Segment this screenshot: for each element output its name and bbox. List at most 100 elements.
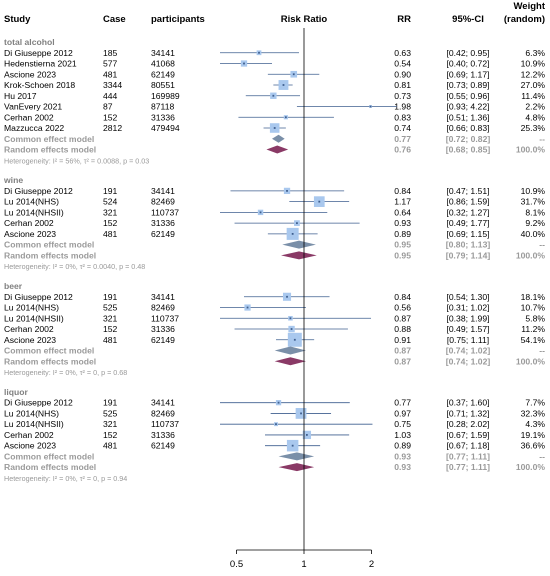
study-ci: [0.69; 1.17] <box>446 69 489 79</box>
study-participants: 41068 <box>151 59 175 69</box>
study-weight: 11.4% <box>521 91 545 101</box>
study-weight: 6.3% <box>525 48 545 58</box>
study-cases: 444 <box>103 91 118 101</box>
heterogeneity-label: Heterogeneity: I² = 0%, τ² = 0, p = 0.68 <box>4 368 127 377</box>
point-estimate <box>318 200 321 203</box>
study-label: Di Giuseppe 2012 <box>4 292 73 302</box>
study-cases: 191 <box>103 292 118 302</box>
study-label: Ascione 2023 <box>4 69 56 79</box>
study-participants: 34141 <box>151 186 175 196</box>
point-estimate <box>258 51 260 54</box>
point-estimate <box>291 232 294 235</box>
point-estimate <box>246 306 249 309</box>
common-effect-rr: 0.95 <box>394 240 411 250</box>
study-label: Mazzucca 2022 <box>4 123 64 133</box>
common-effect-label: Common effect model <box>4 451 94 461</box>
study-weight: 10.7% <box>521 303 546 313</box>
header-rr: RR <box>397 14 411 25</box>
header-risk-ratio: Risk Ratio <box>281 14 328 25</box>
random-effects-diamond <box>281 251 317 260</box>
study-ci: [0.66; 0.83] <box>446 123 489 133</box>
point-estimate <box>275 423 277 426</box>
point-estimate <box>286 189 288 192</box>
common-effect-weight: -- <box>539 134 545 144</box>
group-label: liquor <box>4 387 29 397</box>
group-label: total alcohol <box>4 37 55 47</box>
study-weight: 12.2% <box>521 69 546 79</box>
study-weight: 2.2% <box>525 102 545 112</box>
study-label: Cerhan 2002 <box>4 430 54 440</box>
point-estimate <box>289 317 292 320</box>
study-weight: 36.6% <box>521 441 546 451</box>
random-effects-rr: 0.87 <box>394 356 411 366</box>
study-cases: 191 <box>103 186 118 196</box>
point-estimate <box>259 211 262 214</box>
study-rr: 0.83 <box>394 112 411 122</box>
study-participants: 110737 <box>151 207 179 217</box>
study-participants: 110737 <box>151 313 179 323</box>
study-rr: 1.98 <box>394 102 411 112</box>
study-ci: [0.40; 0.72] <box>446 59 489 69</box>
study-weight: 5.8% <box>525 313 545 323</box>
study-rr: 0.91 <box>394 335 411 345</box>
study-rr: 0.56 <box>394 303 411 313</box>
common-effect-diamond <box>282 240 316 249</box>
study-participants: 82469 <box>151 408 175 418</box>
study-label: Ascione 2023 <box>4 441 56 451</box>
study-participants: 62149 <box>151 441 175 451</box>
study-ci: [0.49; 1.77] <box>446 218 489 228</box>
study-weight: 27.0% <box>521 80 546 90</box>
study-ci: [0.71; 1.32] <box>446 408 489 418</box>
study-participants: 62149 <box>151 335 175 345</box>
common-effect-ci: [0.77; 1.11] <box>446 451 490 461</box>
random-effects-ci: [0.68; 0.85] <box>446 145 491 155</box>
random-effects-label: Random effects model <box>4 250 96 260</box>
common-effect-diamond <box>278 452 315 461</box>
random-effects-ci: [0.77; 1.11] <box>446 462 490 472</box>
point-estimate <box>290 328 293 330</box>
point-estimate <box>305 434 308 436</box>
group-label: wine <box>3 175 23 185</box>
random-effects-ci: [0.74; 1.02] <box>446 356 491 366</box>
study-label: Cerhan 2002 <box>4 218 54 228</box>
study-weight: 8.1% <box>525 207 545 217</box>
study-participants: 169989 <box>151 91 180 101</box>
study-label: Lu 2014(NHSII) <box>4 207 64 217</box>
common-effect-ci: [0.80; 1.13] <box>446 240 491 250</box>
study-weight: 54.1% <box>521 335 546 345</box>
study-label: Di Giuseppe 2012 <box>4 186 73 196</box>
study-cases: 577 <box>103 59 118 69</box>
study-cases: 321 <box>103 313 118 323</box>
study-label: Cerhan 2002 <box>4 112 54 122</box>
study-participants: 34141 <box>151 398 175 408</box>
study-rr: 0.97 <box>394 408 411 418</box>
study-participants: 34141 <box>151 292 175 302</box>
common-effect-label: Common effect model <box>4 346 94 356</box>
common-effect-rr: 0.77 <box>394 134 411 144</box>
axis-tick-label: 2 <box>369 559 374 570</box>
study-label: Hu 2017 <box>4 91 37 101</box>
axis-tick-label: 0.5 <box>230 559 243 570</box>
study-rr: 0.93 <box>394 218 411 228</box>
study-rr: 0.90 <box>394 69 411 79</box>
x-axis: 0.5 1 2 <box>230 28 374 570</box>
study-cases: 152 <box>103 218 118 228</box>
common-effect-rr: 0.87 <box>394 346 411 356</box>
axis-tick-label: 1 <box>301 559 306 570</box>
header-cases: Case <box>103 14 126 25</box>
study-weight: 18.1% <box>521 292 546 302</box>
random-effects-label: Random effects model <box>4 462 96 472</box>
random-effects-weight: 100.0% <box>516 462 546 472</box>
random-effects-diamond <box>274 357 306 366</box>
study-ci: [0.31; 1.02] <box>446 303 489 313</box>
study-participants: 82469 <box>151 303 175 313</box>
point-estimate <box>369 105 372 108</box>
study-cases: 481 <box>103 441 118 451</box>
study-rr: 0.75 <box>394 419 411 429</box>
study-ci: [0.67; 1.59] <box>446 430 489 440</box>
random-effects-label: Random effects model <box>4 356 96 366</box>
point-estimate <box>291 444 294 447</box>
study-weight: 19.1% <box>521 430 546 440</box>
study-ci: [0.73; 0.89] <box>446 80 489 90</box>
